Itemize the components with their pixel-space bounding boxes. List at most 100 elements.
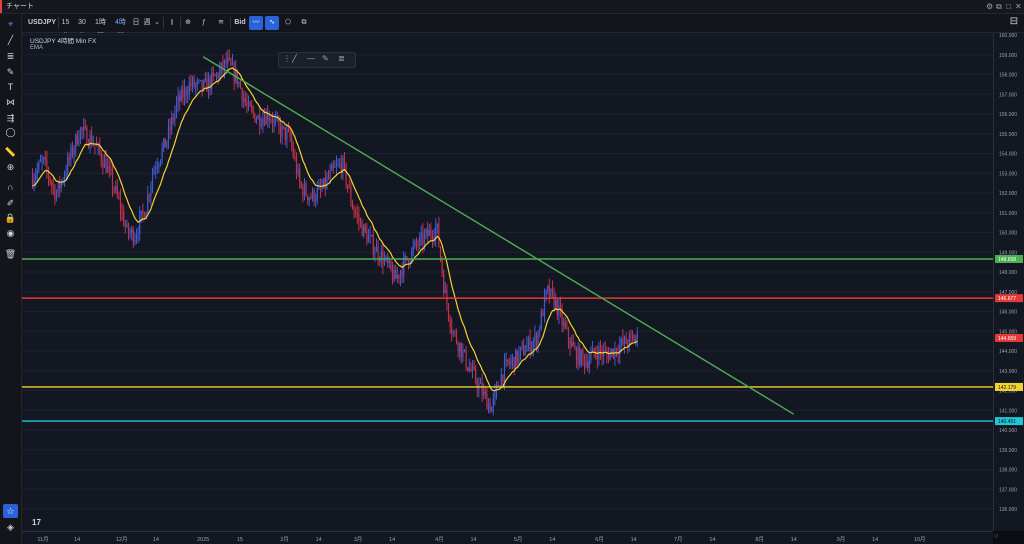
copy-icon[interactable]: ⧉ [301, 19, 307, 26]
candle-body [291, 138, 293, 147]
interval-30m[interactable]: 30分 [78, 19, 86, 40]
candle-body [262, 117, 264, 125]
candle-body [369, 235, 371, 237]
candle-body [193, 78, 195, 87]
magnet-icon[interactable]: ∩ [7, 182, 14, 192]
candle-body [105, 158, 107, 173]
candle-body [388, 261, 390, 264]
interval-day[interactable]: 日 [132, 19, 140, 26]
pencil-tool-icon[interactable]: ✎ [322, 54, 329, 63]
interval-15m[interactable]: 15分 [61, 19, 70, 40]
candle-body [87, 144, 90, 147]
trend-line-icon[interactable]: ╱ [7, 35, 14, 45]
ruler-icon[interactable]: 📏 [4, 147, 17, 157]
price-tick-label: 148.000 [999, 270, 1017, 276]
time-tick-label: 7月 [674, 536, 683, 543]
chart-wave-icon[interactable]: ∿ [265, 16, 279, 30]
candle-body [243, 98, 245, 102]
candle-body [433, 237, 435, 239]
trash-icon[interactable]: 🗑 [4, 249, 17, 259]
maximize-icon[interactable]: □ [1006, 2, 1011, 11]
hline-tool-icon[interactable]: — [307, 54, 315, 63]
zoom-icon[interactable]: ⊕ [6, 162, 15, 172]
time-axis[interactable]: 11月 14 12月 14 2025 15 2月 14 3月 14 4月 14 5月 14 6月 14 7月 14… [22, 531, 993, 544]
prediction-icon[interactable]: ⇶ [6, 113, 15, 123]
candle-body [367, 236, 370, 243]
candle-body [268, 119, 270, 121]
candle-body [494, 390, 496, 399]
candle-body [585, 362, 587, 366]
candle-body [44, 157, 46, 160]
candle-body [379, 258, 381, 262]
candle-type-icon[interactable]: ⫾ [170, 19, 174, 26]
layers-icon[interactable]: ◈ [7, 522, 14, 532]
watchlist-star-icon[interactable]: ☆ [3, 504, 18, 518]
candle-body [452, 331, 454, 333]
candle-body [83, 126, 85, 131]
candle-body [46, 159, 48, 171]
candle-body [35, 175, 37, 180]
candle-body [489, 402, 491, 412]
popout-icon[interactable]: ⧉ [996, 2, 1002, 11]
candle-body [177, 95, 179, 103]
price-axis[interactable]: 136.000 137.000 138.000 139.000 140.000 141.0… [993, 33, 1024, 531]
indicator-icon[interactable]: ƒ [202, 19, 206, 26]
candle-body [583, 356, 586, 366]
close-icon[interactable]: ✕ [1015, 2, 1022, 11]
candle-body [89, 134, 91, 147]
layout-icon[interactable]: ⊟ [1009, 16, 1019, 27]
circle-icon[interactable]: ◯ [5, 127, 16, 137]
candle-body [449, 317, 451, 328]
interval-1h[interactable]: 1時間 [95, 19, 106, 40]
price-chart[interactable] [22, 33, 993, 531]
chart-pane[interactable] [22, 33, 993, 531]
candle-body [179, 95, 181, 101]
candle-body [534, 334, 536, 342]
candle-body [558, 305, 560, 316]
text-icon[interactable]: T [7, 82, 14, 92]
lock-drawing-icon[interactable]: ✐ [6, 198, 15, 208]
time-tick-label: 15 [237, 537, 243, 543]
eye-icon[interactable]: ◉ [6, 228, 15, 238]
candle-body [153, 169, 155, 175]
candle-body [551, 288, 554, 293]
add-indicator-icon[interactable]: ⊕ [185, 19, 191, 26]
interval-dropdown-icon[interactable]: ⌄ [154, 19, 160, 26]
palette-icon[interactable]: ⬠ [284, 19, 292, 26]
symbol-selector[interactable]: USDJPY [28, 19, 57, 26]
interval-4h[interactable]: 4時間 [115, 19, 126, 40]
fib-tool-icon[interactable]: ≣ [338, 54, 345, 63]
candle-body [247, 102, 250, 106]
candle-body [412, 246, 414, 250]
candle-body [59, 182, 61, 189]
line-tool-icon[interactable]: ╱ [292, 54, 297, 63]
drag-handle-icon[interactable]: ⋮ [283, 54, 291, 63]
candle-body [563, 322, 565, 326]
price-tag [995, 382, 1023, 391]
compare-icon[interactable]: ≋ [218, 19, 224, 26]
candle-body [57, 182, 59, 194]
brush-icon[interactable]: ✎ [6, 67, 15, 77]
candle-body [390, 261, 392, 270]
interval-week[interactable]: 週 [143, 19, 151, 26]
candle-body [503, 361, 506, 382]
cursor-icon[interactable]: ⌖ [7, 19, 14, 29]
price-tick-label: 150.000 [999, 231, 1017, 237]
chart-line-icon[interactable]: 〰 [249, 16, 263, 30]
pattern-icon[interactable]: ⋈ [6, 97, 15, 107]
candle-body [539, 329, 541, 332]
fib-icon[interactable]: ≣ [6, 51, 15, 61]
axis-settings-icon[interactable]: ○ [994, 533, 999, 540]
candle-body [300, 182, 302, 187]
price-tag [995, 333, 1023, 342]
candle-body [430, 230, 432, 236]
candle-body [505, 359, 507, 362]
candle-body [265, 112, 267, 125]
candle-body [457, 342, 459, 352]
candle-body [579, 347, 581, 366]
settings-icon[interactable]: ⚙ [986, 2, 994, 11]
price-type-bid[interactable]: Bid [234, 19, 246, 26]
chart-toolbar: USDJPY 15分 30分 1時間 4時間 日 週 ⌄ ⫾ ⊕ ƒ ≋ Bid… [22, 14, 1024, 40]
candle-body [595, 353, 597, 355]
lock-icon[interactable]: 🔒 [4, 213, 17, 223]
